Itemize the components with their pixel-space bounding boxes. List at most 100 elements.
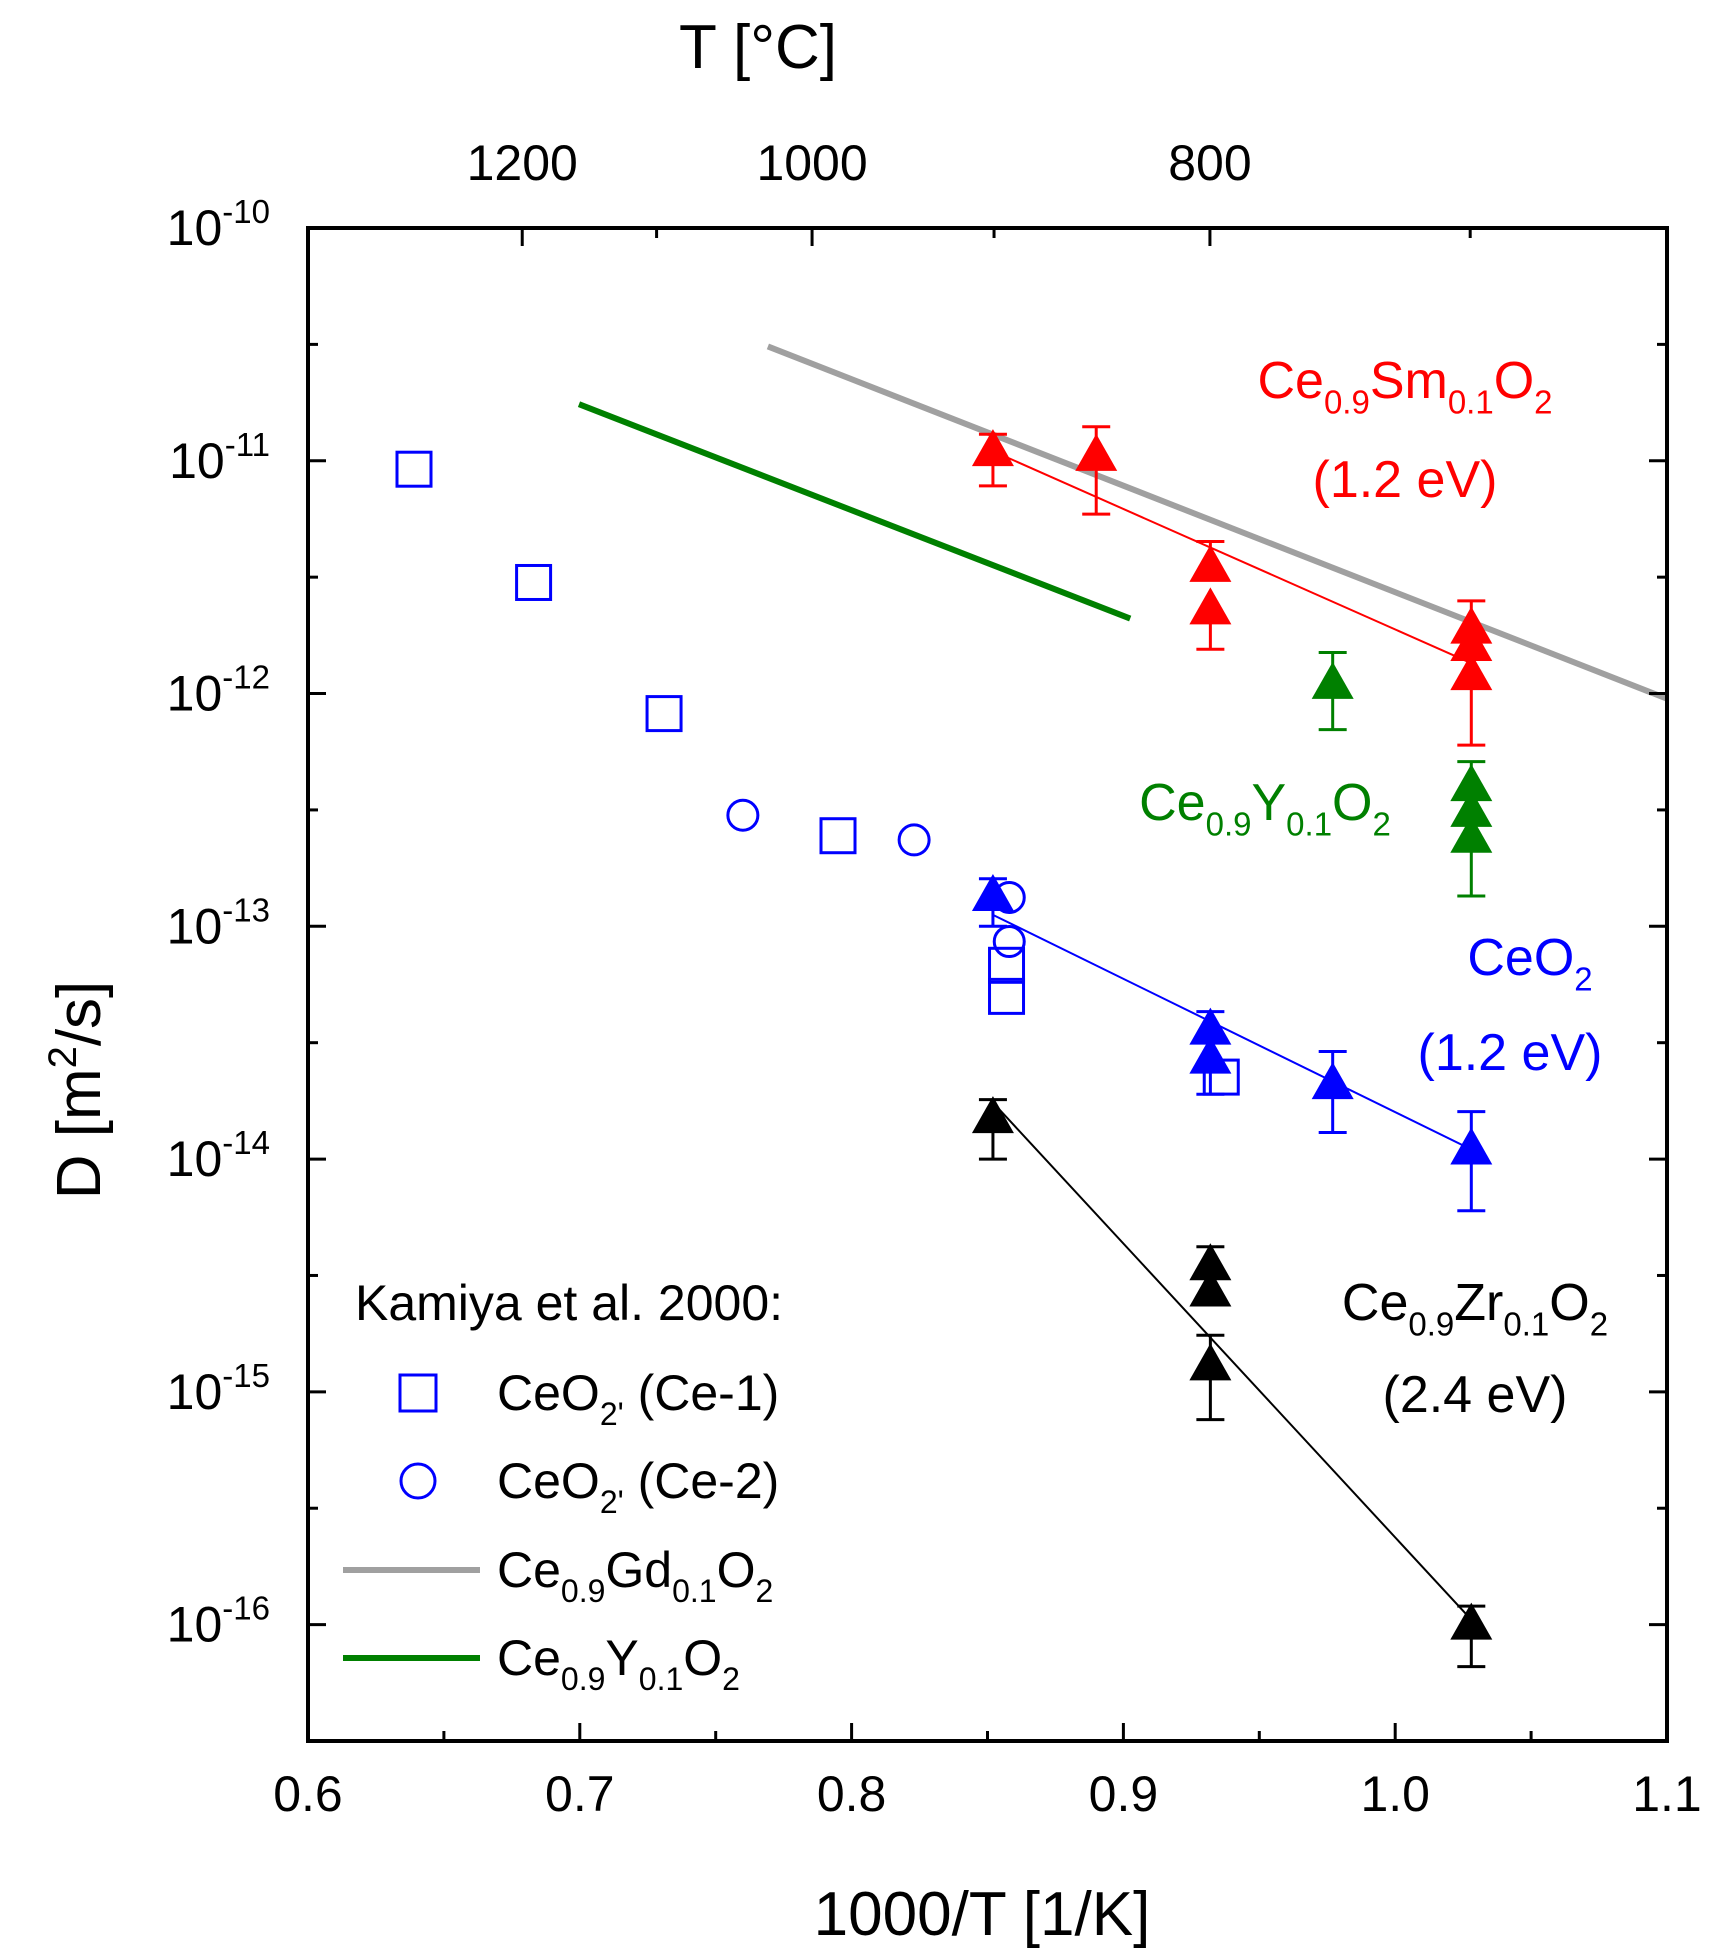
legend-entry-label-part: Ce — [497, 1542, 561, 1598]
annotation-green-part: 0.1 — [1286, 806, 1332, 843]
series-annotations: Ce0.9Sm0.1O2(1.2 eV)Ce0.9Y0.1O2CeO2(1.2 … — [1139, 352, 1608, 1424]
y-tick-label-base: 10 — [167, 1131, 223, 1187]
annotation-green-part: O — [1332, 774, 1372, 832]
fit-line-red — [992, 450, 1472, 665]
annotation-blue-part: (1.2 eV) — [1418, 1024, 1603, 1082]
reference-line-green — [577, 401, 1132, 622]
annotation-black: (2.4 eV) — [1383, 1366, 1568, 1424]
data-point-square — [645, 695, 683, 733]
legend-entry-label-part: Ce — [497, 1630, 561, 1686]
data-point-triangle-blue — [1189, 1007, 1232, 1045]
x-tick-label: 1.1 — [1632, 1766, 1702, 1822]
y-tick-label-exponent: -13 — [222, 891, 270, 928]
annotation-black-part: (2.4 eV) — [1383, 1366, 1568, 1424]
reference-line-gray — [766, 343, 1669, 702]
legend-entry-label-part: 2 — [722, 1661, 740, 1697]
top-tick-label: 1200 — [467, 135, 578, 191]
data-point-square — [819, 817, 857, 855]
y-tick-label: 10-14 — [167, 1124, 270, 1187]
y-axis-label: D [m2/s] — [41, 981, 114, 1200]
annotation-blue: (1.2 eV) — [1418, 1024, 1603, 1082]
top-axis-label: T [°C] — [679, 13, 837, 82]
annotation-blue-part: CeO — [1467, 929, 1574, 987]
x-axis-top: 1200 1000 800 — [467, 135, 1472, 246]
annotation-blue: CeO2 — [1467, 929, 1592, 998]
y-tick-label-exponent: -15 — [222, 1357, 270, 1394]
annotation-green-part: Y — [1251, 774, 1286, 832]
legend-entry-label: Ce0.9Gd0.1O2 — [497, 1542, 773, 1609]
y-tick-label-exponent: -16 — [222, 1590, 270, 1627]
y-tick-label: 10-16 — [167, 1590, 270, 1653]
data-point-triangle-red — [1450, 653, 1493, 691]
data-point-circle — [992, 880, 1026, 914]
x-tick-label: 0.8 — [817, 1766, 887, 1822]
data-point-triangle-green — [1450, 764, 1493, 802]
data-point-circle — [992, 925, 1026, 959]
data-point-triangle-red — [971, 429, 1014, 467]
data-point-triangle-black — [971, 1096, 1014, 1134]
data-point-square — [395, 450, 433, 488]
data-point-triangle-green — [1450, 789, 1493, 827]
annotation-red-part: Sm — [1370, 352, 1448, 410]
legend-title: Kamiya et al. 2000: — [355, 1275, 783, 1331]
y-tick-label-base: 10 — [167, 1364, 223, 1420]
legend-entry-label-part: 2 — [756, 1573, 774, 1609]
annotation-black: Ce0.9Zr0.1O2 — [1342, 1274, 1608, 1343]
annotation-red-part: 0.9 — [1324, 384, 1370, 421]
y-tick-label: 10-10 — [167, 193, 270, 256]
annotation-blue-part: 2 — [1574, 961, 1592, 998]
y-axis-label-tail: /s] — [45, 981, 114, 1046]
annotation-green-part: 0.9 — [1206, 806, 1252, 843]
data-point-triangle-black — [1450, 1602, 1493, 1640]
legend-entry-label-part: O — [683, 1630, 722, 1686]
data-point-triangle-red — [1075, 433, 1118, 471]
y-tick-label-base: 10 — [169, 433, 225, 489]
chart-marks — [395, 343, 1669, 1669]
annotation-red: (1.2 eV) — [1313, 451, 1498, 509]
legend-entry-label-part: CeO — [497, 1365, 600, 1421]
legend-entry-label-part: (Ce-2) — [624, 1453, 780, 1509]
legend: Kamiya et al. 2000:CeO2' (Ce-1)CeO2' (Ce… — [343, 1275, 783, 1697]
y-axis-label-sup: 2 — [41, 1046, 85, 1068]
x-tick-label: 0.6 — [273, 1766, 343, 1822]
annotation-green-part: Ce — [1139, 774, 1205, 832]
annotation-red-part: O — [1494, 352, 1534, 410]
fit-line-black — [992, 1101, 1473, 1621]
legend-entry-label-part: 0.1 — [672, 1573, 716, 1609]
legend-entry-label-part: 2' — [600, 1484, 624, 1520]
legend-entry-label: CeO2' (Ce-1) — [497, 1365, 779, 1432]
y-tick-label-exponent: -11 — [225, 426, 270, 463]
legend-entry-label-part: 0.9 — [561, 1661, 605, 1697]
legend-entry-label-part: (Ce-1) — [624, 1365, 780, 1421]
top-tick-label: 1000 — [756, 135, 867, 191]
y-axis-label-main: D [m — [45, 1068, 114, 1199]
annotation-red-part: 0.1 — [1448, 384, 1494, 421]
legend-entry-label-part: O — [717, 1542, 756, 1598]
y-tick-label-base: 10 — [167, 898, 223, 954]
data-point-triangle-blue — [1450, 1127, 1493, 1165]
y-tick-label: 10-11 — [169, 426, 270, 489]
x-tick-label: 0.7 — [545, 1766, 615, 1822]
top-tick-label: 800 — [1168, 135, 1251, 191]
annotation-green: Ce0.9Y0.1O2 — [1139, 774, 1391, 843]
annotation-red: Ce0.9Sm0.1O2 — [1257, 352, 1552, 421]
annotation-black-part: 0.9 — [1408, 1306, 1454, 1343]
y-tick-label: 10-15 — [167, 1357, 270, 1420]
data-point-triangle-red — [1450, 624, 1493, 662]
data-point-square — [988, 977, 1026, 1015]
annotation-black-part: O — [1549, 1274, 1589, 1332]
annotation-red-part: 2 — [1534, 384, 1552, 421]
legend-entry-label: CeO2' (Ce-2) — [497, 1453, 779, 1520]
x-axis-bottom: 0.6 0.7 0.8 0.9 1.0 1.1 — [273, 1723, 1702, 1822]
legend-circle-marker — [399, 1462, 437, 1500]
y-tick-label-base: 10 — [167, 200, 223, 256]
annotation-black-part: 0.1 — [1503, 1306, 1549, 1343]
data-point-triangle-blue — [1189, 1036, 1232, 1074]
data-point-circle — [726, 798, 760, 832]
annotation-black-part: Zr — [1454, 1274, 1503, 1332]
data-point-triangle-black — [1189, 1343, 1232, 1381]
y-tick-label-exponent: -14 — [222, 1124, 270, 1161]
data-point-triangle-red — [1189, 544, 1232, 582]
data-point-triangle-green — [1311, 661, 1354, 699]
